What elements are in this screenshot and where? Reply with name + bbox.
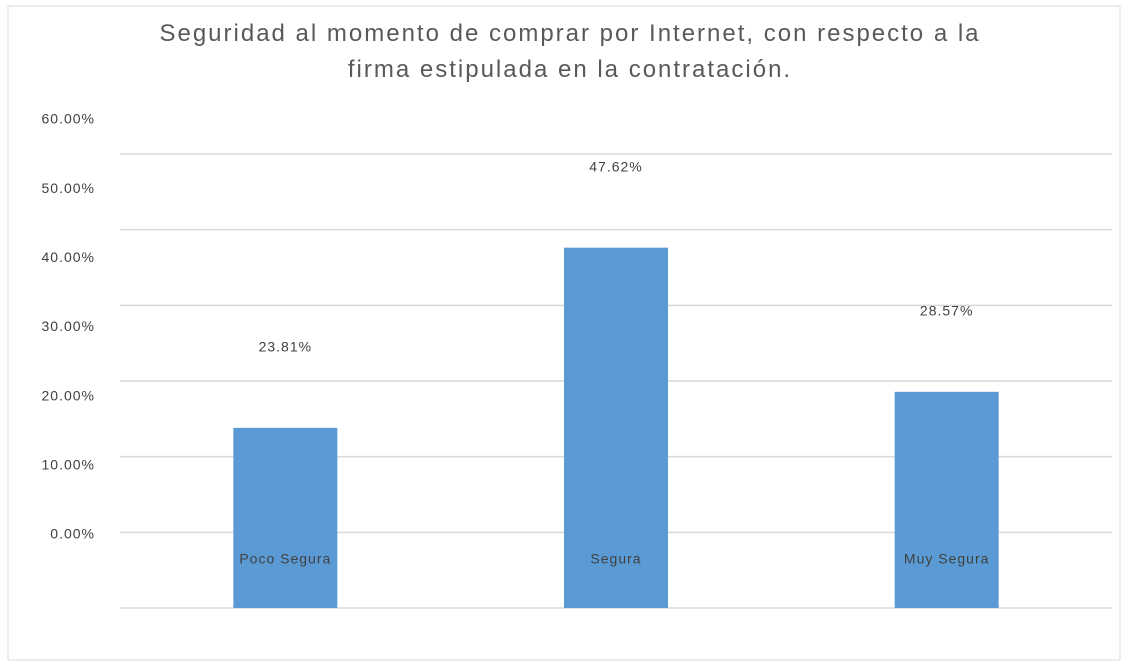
chart-title: Seguridad al momento de comprar por Inte… (159, 20, 981, 83)
x-tick-label: Poco Segura (239, 551, 331, 567)
y-tick-label: 50.00% (42, 180, 95, 196)
y-tick-label: 30.00% (42, 318, 95, 334)
y-tick-label: 20.00% (42, 387, 95, 403)
y-tick-label: 40.00% (42, 249, 95, 265)
data-label: 47.62% (589, 158, 642, 174)
bar (894, 391, 999, 608)
y-tick-label: 10.00% (42, 457, 95, 473)
bar (233, 427, 338, 608)
x-tick-label: Muy Segura (904, 551, 989, 567)
x-tick-label: Segura (590, 551, 641, 567)
bar (564, 247, 668, 608)
y-tick-label: 60.00% (42, 111, 95, 127)
data-label: 28.57% (920, 303, 973, 319)
chart-border (7, 5, 1121, 661)
y-tick-label: 0.00% (50, 526, 95, 542)
data-label: 23.81% (259, 339, 312, 355)
